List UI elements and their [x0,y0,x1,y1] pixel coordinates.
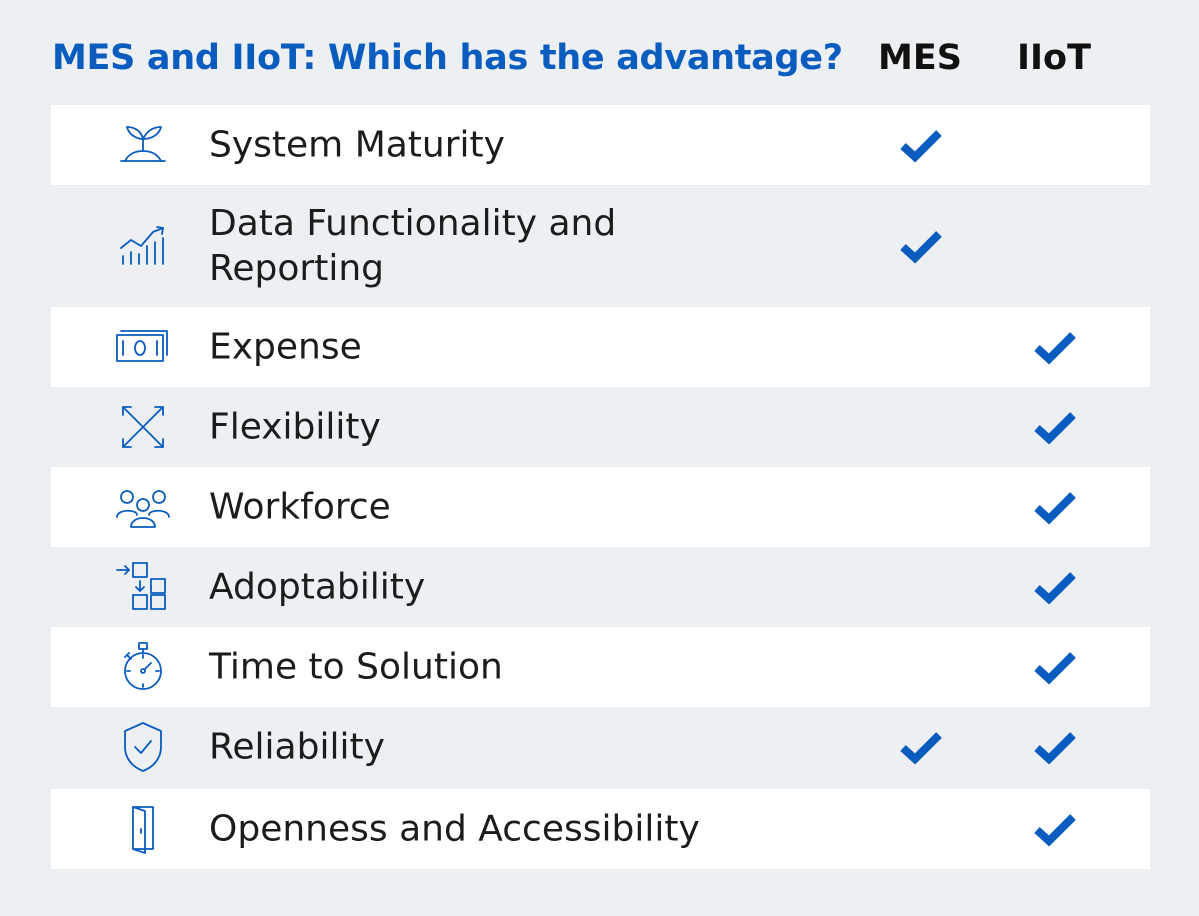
table-row-openness: Openness and Accessibility [51,789,1150,869]
row-label: System Maturity [209,124,505,166]
expand-arrows-icon [115,399,171,455]
mes-check-icon [899,127,943,163]
chart-trend-icon [115,218,171,274]
iiot-check-icon [1033,329,1077,365]
table-row-workforce: Workforce [51,467,1150,547]
sprout-icon [115,117,171,173]
column-header-iiot: IIoT [1017,38,1091,78]
page-title: MES and IIoT: Which has the advantage? [52,38,843,78]
iiot-check-icon [1033,811,1077,847]
table-row-reliability: Reliability [51,707,1150,787]
mes-check-icon [899,228,943,264]
blocks-arrow-icon [115,559,171,615]
row-label: Adoptability [209,566,426,608]
iiot-check-icon [1033,649,1077,685]
row-label: Flexibility [209,406,381,448]
table-row-data-functionality: Data Functionality and Reporting [51,185,1150,307]
row-label: Reliability [209,726,385,768]
column-header-mes: MES [878,38,962,78]
mes-check-icon [899,729,943,765]
stopwatch-icon [115,639,171,695]
table-row-system-maturity: System Maturity [51,105,1150,185]
door-open-icon [115,801,171,857]
table-row-adoptability: Adoptability [51,547,1150,627]
row-label: Time to Solution [209,646,503,688]
row-label: Data Functionality and Reporting [209,203,617,289]
iiot-check-icon [1033,489,1077,525]
table-row-expense: Expense [51,307,1150,387]
row-label: Workforce [209,486,391,528]
people-group-icon [115,479,171,535]
banknote-icon [115,319,171,375]
iiot-check-icon [1033,729,1077,765]
table-row-time-to-solution: Time to Solution [51,627,1150,707]
iiot-check-icon [1033,409,1077,445]
row-label: Expense [209,326,362,368]
iiot-check-icon [1033,569,1077,605]
table-row-flexibility: Flexibility [51,387,1150,467]
shield-check-icon [115,719,171,775]
row-label: Openness and Accessibility [209,808,700,850]
